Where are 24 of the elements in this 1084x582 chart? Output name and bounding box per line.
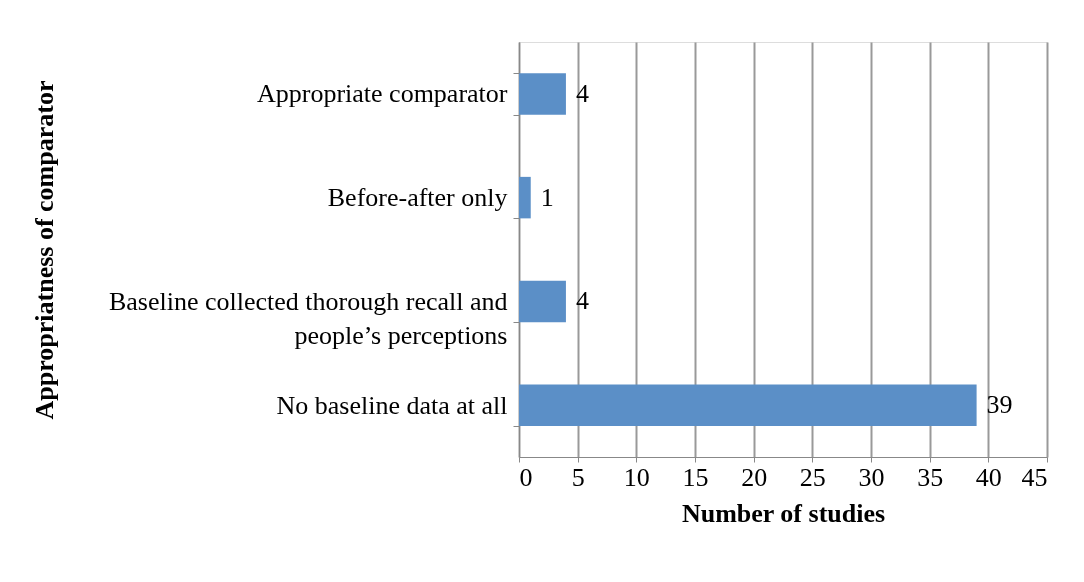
x-axis-title: Number of studies	[681, 498, 886, 528]
x-tick-label: 40	[975, 462, 1002, 492]
y-tick-label: Baseline collected thorough recall and people’s perceptions	[108, 286, 508, 350]
x-tick-label: 5	[571, 462, 585, 492]
x-tick-label: 0	[519, 462, 533, 492]
x-tick-label: 30	[858, 462, 885, 492]
data-label: 1	[540, 182, 554, 212]
x-tick-label: 25	[799, 462, 826, 492]
x-tick-label: 20	[741, 462, 768, 492]
bar	[519, 280, 566, 323]
y-axis-title: Appropriatness of comparator	[29, 80, 59, 420]
data-label: 39	[986, 390, 1013, 420]
data-label: 4	[575, 78, 589, 108]
x-tick-label: 35	[917, 462, 944, 492]
y-tick-label: No baseline data at all	[276, 390, 508, 420]
x-tick-label: 10	[623, 462, 650, 492]
y-tick-label: Before-after only	[327, 183, 508, 213]
x-tick-label: 15	[682, 462, 709, 492]
bar	[519, 384, 977, 426]
data-label: 4	[575, 286, 589, 316]
bar	[519, 176, 531, 219]
x-tick-label: 45	[1021, 462, 1048, 492]
bar	[519, 73, 566, 115]
y-tick-label: Appropriate comparator	[256, 79, 508, 109]
